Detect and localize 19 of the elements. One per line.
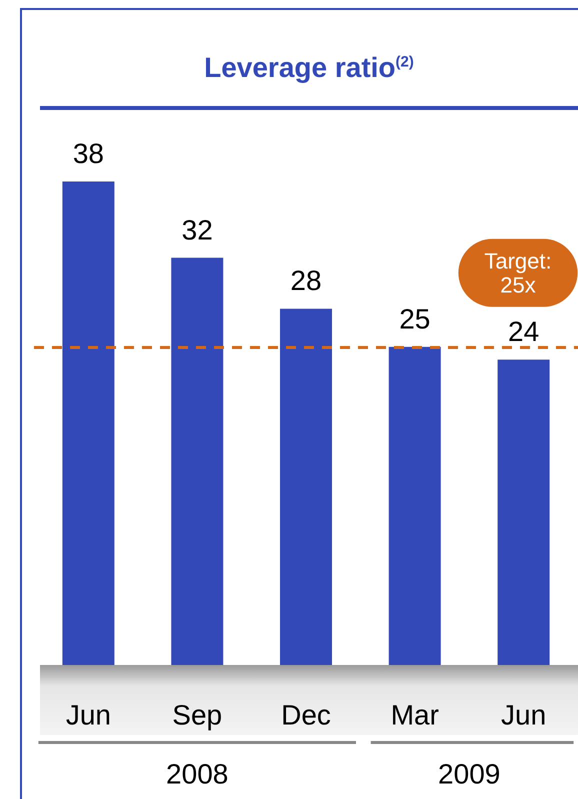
chart-title: Leverage ratio$^{(2)}$ [203,52,415,84]
data-label: 38 [72,138,104,169]
x-tick-label: Jun [501,700,546,730]
x-tick-label: Dec [281,700,331,730]
x-tick-label: Mar [390,700,439,730]
x-tick-label: Sep [172,700,222,730]
bar [280,308,332,665]
bar [388,346,441,665]
ref-line-label: Target: 25x [484,248,552,298]
data-label: 24 [508,316,540,348]
bar [171,258,224,665]
x-tick-label: Jun [66,700,111,730]
data-label: 28 [290,265,322,296]
text: 2009 [438,758,500,790]
text: 2008 [166,758,228,790]
bar [498,360,550,665]
data-label: 25 [399,303,430,334]
bar [62,181,114,665]
data-label: 32 [182,214,213,246]
